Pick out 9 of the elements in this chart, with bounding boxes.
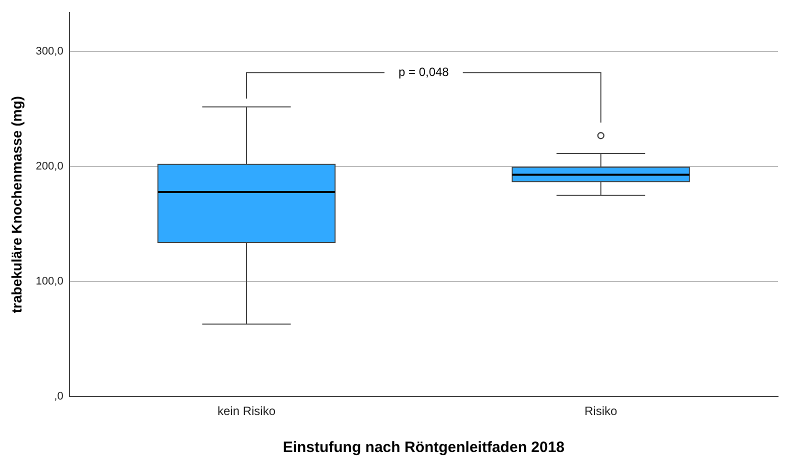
annotation: p = 0,048 [398, 64, 450, 79]
y-tick-label: 200,0 [36, 160, 64, 173]
y-axis-title: trabekuläre Knochenmasse (mg) [8, 96, 24, 314]
x-tick-label: kein Risiko [217, 404, 276, 418]
x-axis-title: Einstufung nach Röntgenleitfaden 2018 [282, 439, 565, 456]
x-tick-label: Risiko [584, 404, 618, 418]
y-tick-label: ,0 [54, 390, 64, 403]
y-tick-label: 100,0 [36, 276, 64, 288]
y-tick-label: 300,0 [36, 46, 64, 58]
